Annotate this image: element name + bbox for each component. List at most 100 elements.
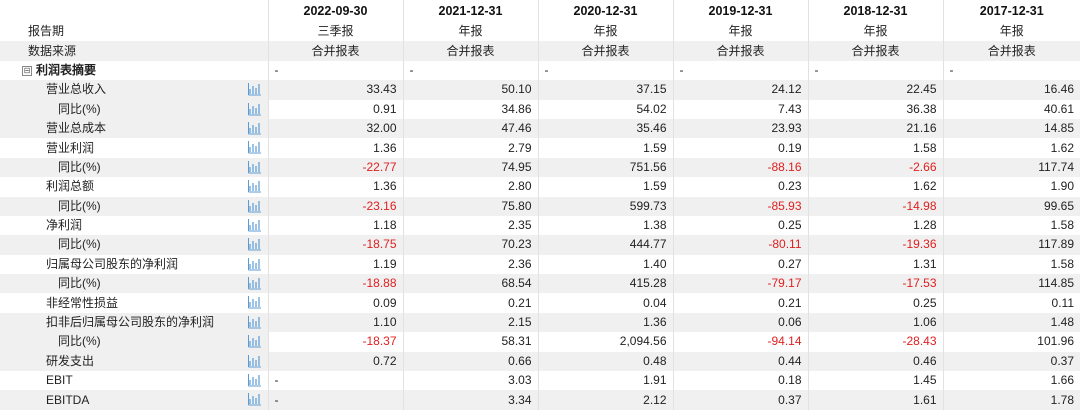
value-cell: 2.79: [402, 138, 538, 158]
row-label: 营业利润: [0, 138, 268, 157]
value-cell: -: [942, 60, 1080, 81]
period-header[interactable]: 2022-09-30: [267, 0, 403, 22]
row-label: 数据来源: [0, 41, 268, 61]
row-label-text: 研发支出: [46, 353, 95, 368]
value-cell: 0.11: [942, 293, 1080, 313]
row-label-text: 营业总收入: [46, 82, 107, 97]
bar-chart-icon[interactable]: [247, 199, 262, 213]
value-cell: -88.16: [672, 157, 808, 178]
value-cell: 三季报: [267, 22, 403, 42]
period-header[interactable]: 2017-12-31: [942, 0, 1080, 22]
value-cell: 年报: [672, 22, 808, 42]
row-label-text: 营业利润: [46, 140, 95, 155]
period-header[interactable]: 2021-12-31: [402, 0, 538, 22]
bar-chart-icon[interactable]: [247, 354, 262, 368]
value-cell: 1.66: [942, 371, 1080, 391]
value-cell: 1.91: [537, 371, 673, 391]
value-cell: 0.23: [672, 177, 808, 197]
value-cell: 0.48: [537, 351, 673, 372]
value-cell: 1.38: [537, 215, 673, 236]
value-cell: 合并报表: [807, 41, 943, 61]
value-cell: 0.04: [537, 293, 673, 313]
bar-chart-icon[interactable]: [247, 315, 262, 329]
value-cell: 74.95: [402, 157, 538, 178]
value-cell: 1.19: [267, 254, 403, 275]
value-cell: 0.44: [672, 351, 808, 372]
value-cell: 1.31: [807, 254, 943, 275]
period-header[interactable]: 2020-12-31: [537, 0, 673, 22]
row-label-text: 利润总额: [46, 179, 95, 194]
table-row: 同比(%) 0.91 34.86 54.02 7.43 36.38 40.61: [0, 99, 1080, 119]
value-cell: -94.14: [672, 332, 808, 352]
bar-chart-icon[interactable]: [247, 141, 262, 154]
bar-chart-icon[interactable]: [247, 393, 262, 406]
value-cell: 415.28: [537, 274, 673, 294]
bar-chart-icon[interactable]: [247, 83, 262, 96]
bar-chart-icon[interactable]: [247, 257, 262, 271]
row-label: EBITDA: [0, 390, 268, 410]
bar-chart-icon[interactable]: [247, 277, 262, 290]
value-cell: 1.59: [537, 138, 673, 158]
bar-chart-icon[interactable]: [247, 335, 262, 348]
row-label: 归属母公司股东的净利润: [0, 255, 268, 274]
row-label-text: 数据来源: [28, 43, 77, 58]
bar-chart-icon[interactable]: [247, 218, 262, 232]
bar-chart-icon[interactable]: [247, 102, 262, 116]
bar-chart-icon[interactable]: [247, 238, 262, 251]
table-row: 同比(%) -18.37 58.31 2,094.56 -94.14 -28.43 101.…: [0, 332, 1080, 352]
collapse-toggle-icon[interactable]: ⊟: [22, 65, 32, 76]
value-cell: -: [672, 60, 808, 81]
table-row: 营业利润 1.36 2.79 1.59 0.19 1.58 1.62: [0, 138, 1080, 158]
table-row: EBIT -3.03 1.91 0.18 1.45 1.66: [0, 371, 1080, 391]
value-cell: 444.77: [537, 235, 673, 255]
value-cell: 0.18: [672, 371, 808, 391]
value-cell: 3.34: [402, 390, 538, 410]
bar-chart-icon[interactable]: [247, 374, 262, 387]
value-cell: 24.12: [672, 80, 808, 100]
value-cell: 7.43: [672, 99, 808, 119]
bar-chart-icon[interactable]: [247, 180, 262, 193]
row-label: 同比(%): [0, 157, 268, 178]
table-row: 净利润 1.18 2.35 1.38 0.25 1.28 1.58: [0, 215, 1080, 236]
value-cell: 751.56: [537, 157, 673, 178]
value-cell: 16.46: [942, 80, 1080, 100]
value-cell: 14.85: [942, 118, 1080, 139]
row-label: 研发支出: [0, 351, 268, 372]
value-cell: 0.91: [267, 99, 403, 119]
row-label[interactable]: ⊟ 利润表摘要: [0, 61, 268, 80]
table-row: 同比(%) -23.16 75.80 599.73 -85.93 -14.98 99.65: [0, 196, 1080, 216]
row-label-text: 利润表摘要: [36, 62, 97, 77]
value-cell: 1.36: [267, 177, 403, 197]
row-label-text: 同比(%): [58, 334, 101, 349]
period-header[interactable]: 2018-12-31: [807, 0, 943, 22]
value-cell: 0.37: [672, 390, 808, 410]
bar-chart-icon[interactable]: [247, 121, 262, 135]
row-label: 营业总收入: [0, 80, 268, 100]
value-cell: -19.36: [807, 235, 943, 255]
value-cell: 0.46: [807, 351, 943, 372]
value-cell: 2.35: [402, 215, 538, 236]
value-cell: 1.06: [807, 312, 943, 333]
value-cell: 0.09: [267, 293, 403, 313]
row-label: EBIT: [0, 371, 268, 390]
row-label-text: 非经常性损益: [46, 295, 119, 310]
row-label-text: 归属母公司股东的净利润: [46, 256, 179, 271]
value-cell: 2.12: [537, 390, 673, 410]
value-cell: -85.93: [672, 196, 808, 216]
header-row: 2022-09-30 2021-12-31 2020-12-31 2019-12…: [0, 0, 1080, 22]
bar-chart-icon[interactable]: [247, 296, 262, 309]
value-cell: 年报: [807, 22, 943, 42]
value-cell: 117.89: [942, 235, 1080, 255]
value-cell: 合并报表: [672, 41, 808, 61]
value-cell: -22.77: [267, 157, 403, 178]
header-corner: [0, 0, 268, 22]
row-label-text: 净利润: [46, 218, 83, 233]
value-cell: 33.43: [267, 80, 403, 100]
table-row: 同比(%) -22.77 74.95 751.56 -88.16 -2.66 117.74: [0, 157, 1080, 178]
value-cell: 1.18: [267, 215, 403, 236]
bar-chart-icon[interactable]: [247, 160, 262, 174]
value-cell: -: [537, 60, 673, 81]
table-row: 同比(%) -18.75 70.23 444.77 -80.11 -19.36 117.89: [0, 235, 1080, 255]
table-row: 研发支出 0.72 0.66 0.48 0.44 0.46 0.37: [0, 351, 1080, 372]
period-header[interactable]: 2019-12-31: [672, 0, 808, 22]
